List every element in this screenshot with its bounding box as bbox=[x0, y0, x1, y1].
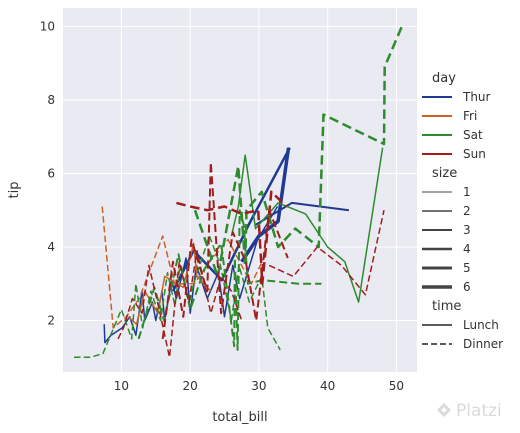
legend-label-day-sat: Sat bbox=[463, 128, 483, 142]
y-tick-label: 8 bbox=[47, 93, 55, 107]
legend-label-size-3: 3 bbox=[463, 223, 471, 237]
series-line-fri-lunch bbox=[127, 242, 212, 325]
series-line-fri-dinner bbox=[101, 206, 267, 329]
series-line-sun-dinner bbox=[161, 161, 289, 340]
legend-label-size-4: 4 bbox=[463, 242, 471, 256]
series-line-sat-dinner bbox=[137, 209, 322, 351]
platzi-logo-icon bbox=[437, 403, 451, 417]
series-line-sun-dinner bbox=[176, 190, 288, 286]
watermark: Platzi bbox=[437, 401, 502, 421]
legend-label-time-dinner: Dinner bbox=[463, 337, 503, 351]
series-line-thur-lunch bbox=[171, 147, 291, 292]
series-line-sun-dinner bbox=[268, 210, 385, 296]
watermark-brand: Platzi bbox=[456, 401, 502, 421]
x-tick-labels: 10 20 30 40 50 bbox=[114, 379, 404, 393]
x-tick-label: 10 bbox=[114, 379, 129, 393]
x-tick-label: 40 bbox=[320, 379, 335, 393]
legend-label-size-5: 5 bbox=[463, 261, 471, 275]
y-axis-label: tip bbox=[7, 182, 22, 199]
y-tick-labels: 2 4 6 8 10 bbox=[40, 19, 55, 327]
series-line-sat-dinner bbox=[74, 235, 281, 359]
grid bbox=[63, 8, 417, 372]
y-tick-label: 4 bbox=[47, 240, 55, 254]
legend-title-day: day bbox=[432, 71, 456, 86]
legend-title-time: time bbox=[432, 299, 461, 314]
series-lines bbox=[74, 25, 404, 359]
y-tick-label: 6 bbox=[47, 166, 55, 180]
legend-label-day-sun: Sun bbox=[463, 147, 486, 161]
legend-label-size-6: 6 bbox=[463, 280, 471, 294]
legend-label-day-fri: Fri bbox=[463, 109, 477, 123]
x-tick-label: 50 bbox=[389, 379, 404, 393]
legend-label-size-2: 2 bbox=[463, 204, 471, 218]
legend-title-size: size bbox=[432, 166, 457, 181]
y-tick-label: 2 bbox=[47, 314, 55, 328]
legend-label-day-thur: Thur bbox=[462, 90, 491, 104]
legend-label-size-1: 1 bbox=[463, 185, 471, 199]
series-line-sun-dinner bbox=[117, 249, 243, 359]
x-tick-label: 30 bbox=[251, 379, 266, 393]
x-axis-label: total_bill bbox=[212, 410, 267, 425]
series-line-sat-dinner bbox=[193, 25, 404, 278]
legend-label-time-lunch: Lunch bbox=[463, 318, 499, 332]
y-tick-label: 10 bbox=[40, 19, 55, 33]
x-tick-label: 20 bbox=[183, 379, 198, 393]
series-line-sat-lunch bbox=[230, 147, 384, 303]
